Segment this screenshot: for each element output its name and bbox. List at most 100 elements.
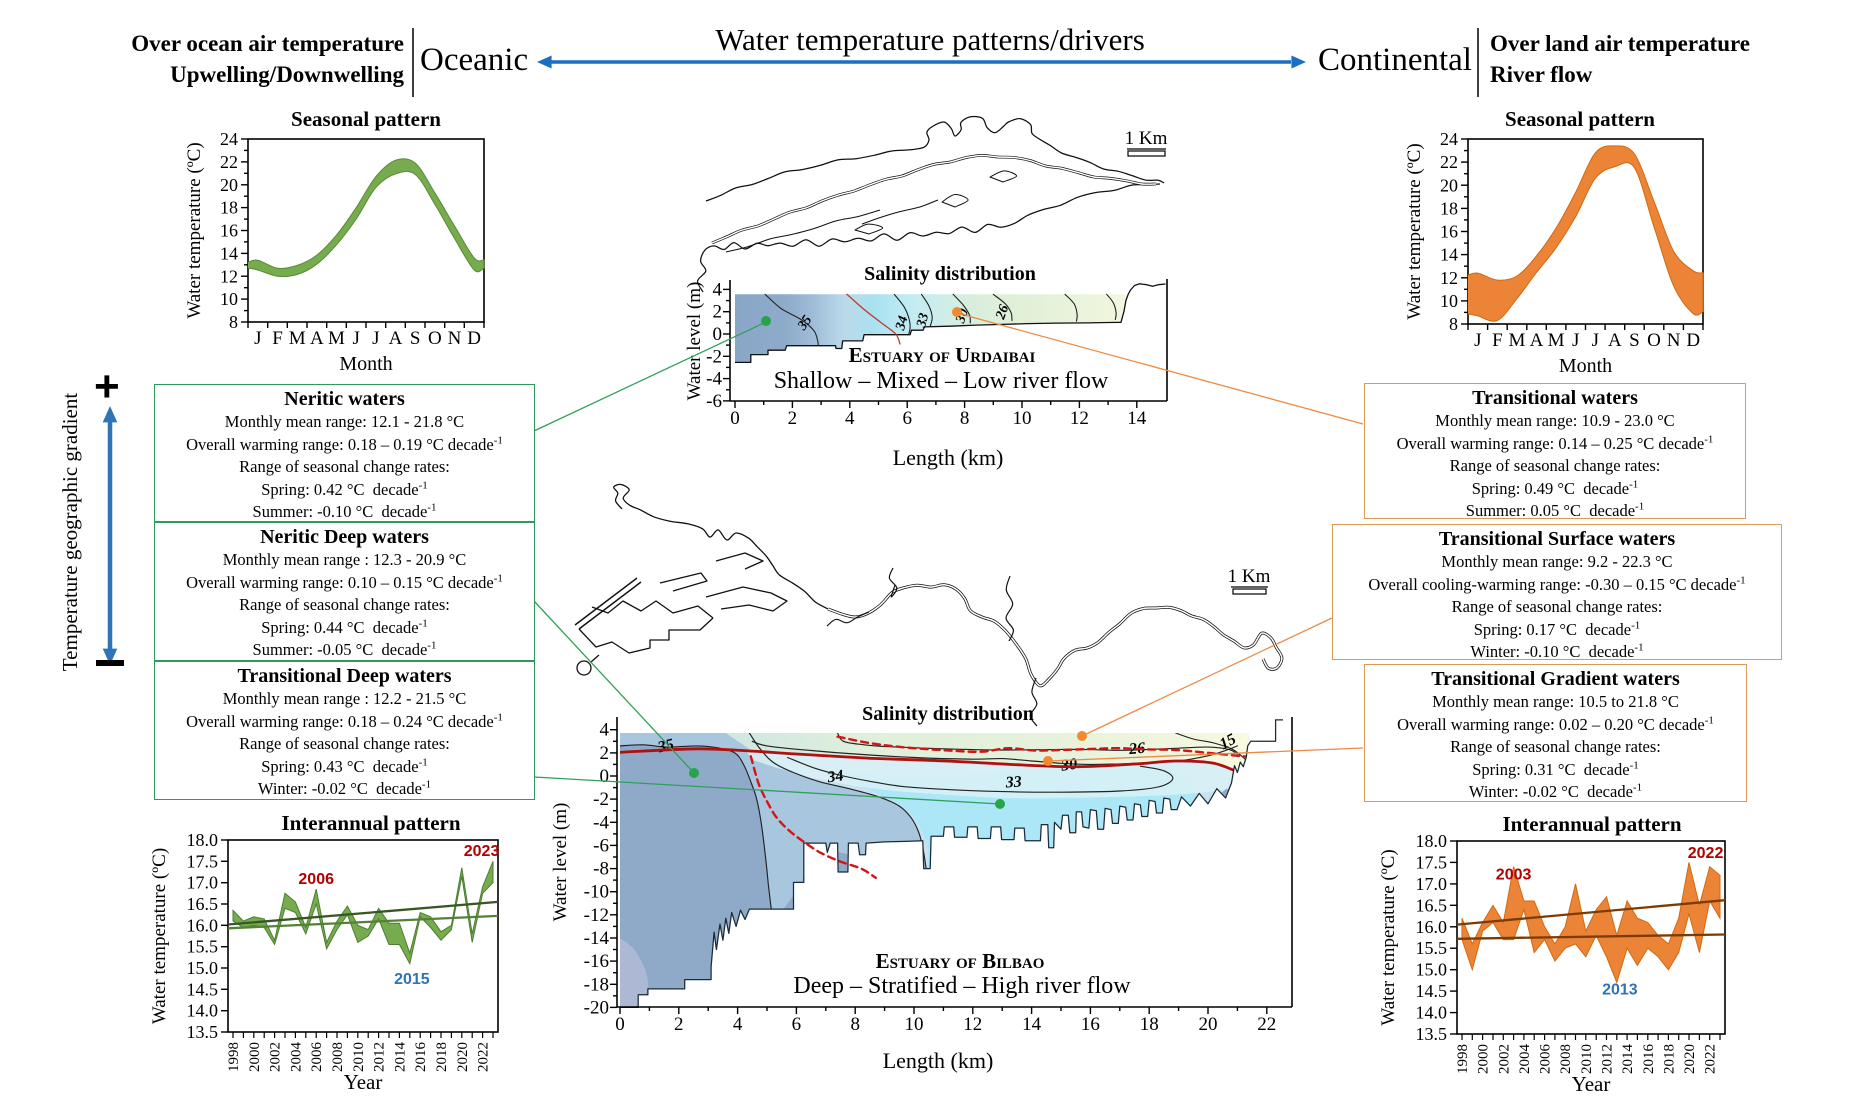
- svg-text:16.5: 16.5: [187, 894, 219, 914]
- svg-text:17.0: 17.0: [1416, 874, 1448, 894]
- svg-text:2016: 2016: [413, 1042, 429, 1073]
- svg-text:2000: 2000: [1476, 1044, 1492, 1074]
- svg-text:14: 14: [1022, 1014, 1042, 1035]
- svg-text:M: M: [1509, 330, 1526, 351]
- svg-text:2018: 2018: [1661, 1044, 1677, 1074]
- svg-text:M: M: [289, 328, 306, 349]
- svg-text:20: 20: [1199, 1014, 1218, 1035]
- svg-text:14: 14: [220, 243, 238, 263]
- svg-text:2020: 2020: [1682, 1044, 1698, 1074]
- svg-text:Length (km): Length (km): [893, 445, 1004, 470]
- svg-text:-20: -20: [584, 997, 609, 1018]
- svg-text:4: 4: [733, 1014, 743, 1035]
- svg-text:12: 12: [1440, 268, 1458, 288]
- svg-text:15.5: 15.5: [1416, 938, 1448, 958]
- svg-text:D: D: [1686, 330, 1700, 351]
- svg-text:13.5: 13.5: [187, 1022, 219, 1042]
- svg-text:2010: 2010: [1579, 1044, 1595, 1074]
- svg-text:34: 34: [893, 314, 911, 332]
- svg-text:13.5: 13.5: [1416, 1024, 1448, 1044]
- svg-text:2022: 2022: [1703, 1044, 1719, 1074]
- svg-text:15.0: 15.0: [1416, 960, 1448, 980]
- svg-text:Shallow – Mixed – Low river fl: Shallow – Mixed – Low river flow: [774, 368, 1109, 394]
- svg-text:2016: 2016: [1641, 1044, 1657, 1075]
- svg-text:Water temperature (ºC): Water temperature (ºC): [1404, 143, 1425, 319]
- svg-text:14: 14: [1440, 245, 1458, 265]
- svg-text:2020: 2020: [455, 1042, 471, 1072]
- svg-text:2008: 2008: [330, 1042, 346, 1072]
- svg-text:10: 10: [1013, 408, 1032, 429]
- svg-text:2010: 2010: [351, 1042, 367, 1072]
- svg-text:14: 14: [1127, 408, 1147, 429]
- svg-text:A: A: [1530, 330, 1544, 351]
- svg-text:-14: -14: [584, 928, 610, 949]
- svg-text:J: J: [372, 328, 379, 349]
- svg-text:-16: -16: [584, 951, 609, 972]
- svg-text:2: 2: [600, 743, 610, 764]
- svg-text:17.5: 17.5: [187, 851, 219, 871]
- svg-text:2000: 2000: [247, 1042, 263, 1072]
- svg-text:J: J: [254, 328, 261, 349]
- svg-text:-18: -18: [584, 974, 609, 995]
- svg-text:-4: -4: [593, 812, 609, 833]
- svg-text:14.0: 14.0: [187, 1001, 219, 1021]
- svg-text:-6: -6: [593, 835, 609, 856]
- svg-text:Month: Month: [339, 353, 392, 375]
- svg-text:2006: 2006: [309, 1042, 325, 1073]
- svg-text:16.5: 16.5: [1416, 895, 1448, 915]
- svg-text:8: 8: [1449, 314, 1458, 334]
- svg-text:34: 34: [825, 767, 844, 786]
- svg-text:18: 18: [1440, 198, 1458, 218]
- svg-text:6: 6: [792, 1014, 802, 1035]
- svg-text:Year: Year: [344, 1070, 383, 1094]
- svg-text:J: J: [1592, 330, 1599, 351]
- svg-text:16: 16: [1440, 222, 1458, 242]
- svg-text:18.0: 18.0: [1416, 831, 1448, 851]
- svg-text:O: O: [428, 328, 442, 349]
- svg-text:N: N: [448, 328, 462, 349]
- svg-text:Interannual pattern: Interannual pattern: [1502, 812, 1681, 836]
- svg-text:18: 18: [220, 198, 238, 218]
- svg-text:Water level (m): Water level (m): [684, 282, 705, 401]
- svg-text:12: 12: [963, 1014, 982, 1035]
- svg-text:16: 16: [220, 221, 238, 241]
- svg-text:Year: Year: [1572, 1072, 1611, 1096]
- svg-text:J: J: [1474, 330, 1481, 351]
- svg-text:2: 2: [674, 1014, 684, 1035]
- svg-text:1998: 1998: [226, 1042, 242, 1072]
- svg-text:22: 22: [220, 152, 238, 172]
- svg-text:1 Km: 1 Km: [1228, 566, 1271, 587]
- svg-text:33: 33: [1004, 773, 1022, 791]
- svg-text:S: S: [1629, 330, 1640, 351]
- svg-text:Deep – Stratified – High river: Deep – Stratified – High river flow: [793, 973, 1131, 999]
- svg-text:14.5: 14.5: [187, 979, 219, 999]
- svg-text:26: 26: [993, 303, 1012, 322]
- svg-text:0: 0: [730, 408, 740, 429]
- svg-text:Length (km): Length (km): [883, 1048, 994, 1073]
- svg-text:2002: 2002: [268, 1042, 284, 1072]
- svg-text:J: J: [352, 328, 359, 349]
- svg-text:2006: 2006: [1538, 1044, 1554, 1075]
- svg-text:2002: 2002: [1496, 1044, 1512, 1074]
- svg-text:O: O: [1647, 330, 1661, 351]
- svg-text:-2: -2: [593, 789, 609, 810]
- svg-text:2012: 2012: [372, 1042, 388, 1072]
- svg-text:2008: 2008: [1558, 1044, 1574, 1074]
- svg-text:24: 24: [1440, 129, 1458, 149]
- svg-text:-8: -8: [593, 859, 609, 880]
- svg-text:8: 8: [850, 1014, 860, 1035]
- svg-text:18: 18: [1140, 1014, 1159, 1035]
- svg-text:22: 22: [1440, 152, 1458, 172]
- svg-text:15: 15: [1217, 731, 1239, 754]
- svg-text:2014: 2014: [392, 1042, 408, 1073]
- svg-text:14.5: 14.5: [1416, 981, 1448, 1001]
- svg-text:-4: -4: [706, 369, 722, 390]
- svg-text:2013: 2013: [1602, 982, 1638, 999]
- svg-text:0: 0: [615, 1014, 625, 1035]
- svg-text:2018: 2018: [434, 1042, 450, 1072]
- svg-text:Water level (m): Water level (m): [550, 803, 571, 922]
- svg-text:A: A: [1608, 330, 1622, 351]
- svg-text:8: 8: [229, 312, 238, 332]
- svg-text:14.0: 14.0: [1416, 1003, 1448, 1023]
- svg-text:18.0: 18.0: [187, 830, 219, 850]
